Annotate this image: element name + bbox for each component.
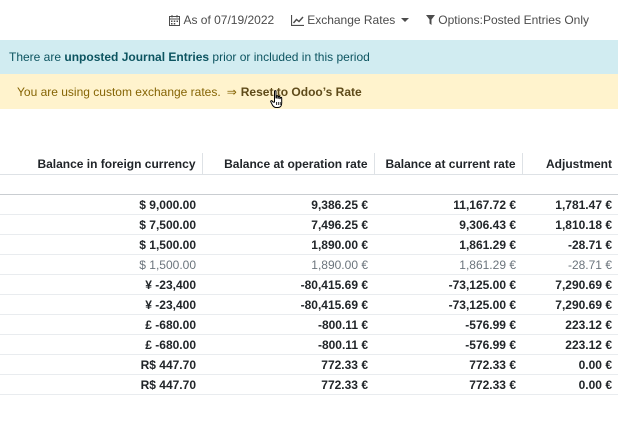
current-rate-cell: 11,167.72 €: [374, 194, 522, 215]
table-row[interactable]: ¥ -23,400 -80,415.69 € -73,125.00 €7,290.6…: [0, 274, 618, 295]
reset-rates-link[interactable]: Reset to Odoo’s Rate: [240, 84, 362, 99]
current-rate-cell: 772.33 €: [374, 374, 522, 395]
foreign-balance-cell: $ 9,000.00: [0, 194, 202, 215]
current-rate-cell: -576.99 €: [374, 334, 522, 355]
report-toolbar: As of 07/19/2022 Exchange Rates Options:…: [0, 0, 618, 40]
date-filter-label: As of 07/19/2022: [183, 13, 275, 27]
filter-icon: [426, 15, 436, 25]
foreign-balance-cell: $ 1,500.00: [0, 234, 202, 255]
operation-rate-cell: 772.33 €: [202, 374, 374, 395]
custom-rates-alert: You are using custom exchange rates. ⇒ R…: [0, 74, 618, 109]
exchange-rates-dropdown[interactable]: Exchange Rates: [291, 13, 410, 27]
table-header-row: Balance in foreign currency Balance at o…: [0, 153, 618, 175]
options-filter-button[interactable]: Options:Posted Entries Only: [426, 13, 589, 27]
adjustment-cell: 223.12 €: [522, 334, 618, 355]
foreign-balance-cell: £ -680.00: [0, 334, 202, 355]
exchange-rates-label: Exchange Rates: [307, 13, 396, 27]
operation-rate-cell: -800.11 €: [202, 334, 374, 355]
current-rate-cell: 1,861.29 €: [374, 234, 522, 255]
unposted-entries-link[interactable]: unposted Journal Entries: [64, 50, 210, 64]
table-spacer-row: [0, 174, 618, 195]
operation-rate-cell: 1,890.00 €: [202, 254, 374, 275]
column-header-foreign-balance[interactable]: Balance in foreign currency: [0, 153, 203, 175]
arrow-right-icon: ⇒: [226, 84, 237, 99]
adjustment-cell: 223.12 €: [522, 314, 618, 335]
foreign-balance-cell: R$ 447.70: [0, 354, 202, 375]
foreign-balance-cell: £ -680.00: [0, 314, 202, 335]
operation-rate-cell: -800.11 €: [202, 314, 374, 335]
table-row[interactable]: £ -680.00 -800.11 € -576.99 €223.12 €: [0, 314, 618, 335]
table-row[interactable]: R$ 447.70 772.33 €772.33 €0.00 €: [0, 374, 618, 395]
empty-cell: [202, 174, 374, 195]
column-header-operation-rate[interactable]: Balance at operation rate: [202, 153, 375, 175]
foreign-balance-cell: R$ 447.70: [0, 374, 202, 395]
operation-rate-cell: 1,890.00 €: [202, 234, 374, 255]
foreign-balance-cell: ¥ -23,400: [0, 274, 202, 295]
table-row[interactable]: R$ 447.70 772.33 €772.33 €0.00 €: [0, 354, 618, 375]
adjustment-cell: 7,290.69 €: [522, 294, 618, 315]
empty-cell: [374, 174, 522, 195]
adjustment-cell: 0.00 €: [522, 354, 618, 375]
operation-rate-cell: -80,415.69 €: [202, 274, 374, 295]
current-rate-cell: 1,861.29 €: [374, 254, 522, 275]
empty-cell: [522, 174, 618, 195]
foreign-balance-cell: $ 7,500.00: [0, 214, 202, 235]
adjustment-cell: 7,290.69 €: [522, 274, 618, 295]
exchange-adjustment-table: Balance in foreign currency Balance at o…: [0, 153, 618, 395]
operation-rate-cell: 9,386.25 €: [202, 194, 374, 215]
table-row[interactable]: $ 1,500.00 1,890.00 €1,861.29 € -28.71 €: [0, 234, 618, 255]
adjustment-cell: 1,810.18 €: [522, 214, 618, 235]
operation-rate-cell: 7,496.25 €: [202, 214, 374, 235]
foreign-balance-cell: ¥ -23,400: [0, 294, 202, 315]
foreign-balance-cell: $ 1,500.00: [0, 254, 202, 275]
empty-cell: [0, 174, 202, 195]
column-header-adjustment[interactable]: Adjustment: [522, 153, 618, 175]
current-rate-cell: -73,125.00 €: [374, 294, 522, 315]
operation-rate-cell: -80,415.69 €: [202, 294, 374, 315]
alert-info-suffix: prior or included in this period: [212, 50, 370, 64]
unposted-entries-alert: There are unposted Journal Entries prior…: [0, 40, 618, 74]
adjustment-cell: 1,781.47 €: [522, 194, 618, 215]
table-row[interactable]: £ -680.00 -800.11 € -576.99 €223.12 €: [0, 334, 618, 355]
adjustment-cell: -28.71 €: [522, 234, 618, 255]
options-filter-label: Options:Posted Entries Only: [438, 13, 589, 27]
table-row[interactable]: $ 7,500.00 7,496.25 €9,306.43 €1,810.18 €: [0, 214, 618, 235]
table-row[interactable]: ¥ -23,400 -80,415.69 € -73,125.00 €7,290.6…: [0, 294, 618, 315]
table-body: $ 9,000.00 9,386.25 €11,167.72 €1,781.47 …: [0, 174, 618, 395]
current-rate-cell: 9,306.43 €: [374, 214, 522, 235]
current-rate-cell: -73,125.00 €: [374, 274, 522, 295]
adjustment-cell: 0.00 €: [522, 374, 618, 395]
table-row[interactable]: $ 1,500.00 1,890.00 €1,861.29 € -28.71 €: [0, 254, 618, 275]
date-filter-button[interactable]: As of 07/19/2022: [169, 13, 274, 27]
alert-info-prefix: There are: [9, 50, 62, 64]
current-rate-cell: -576.99 €: [374, 314, 522, 335]
line-chart-icon: [291, 14, 305, 26]
current-rate-cell: 772.33 €: [374, 354, 522, 375]
hand-cursor-icon: [270, 90, 283, 108]
adjustment-cell: -28.71 €: [522, 254, 618, 275]
operation-rate-cell: 772.33 €: [202, 354, 374, 375]
table-row[interactable]: $ 9,000.00 9,386.25 €11,167.72 €1,781.47 …: [0, 194, 618, 215]
column-header-current-rate[interactable]: Balance at current rate: [374, 153, 523, 175]
chevron-down-icon: [401, 18, 410, 22]
alert-warning-text: You are using custom exchange rates.: [17, 84, 221, 99]
calendar-icon: [169, 14, 181, 26]
